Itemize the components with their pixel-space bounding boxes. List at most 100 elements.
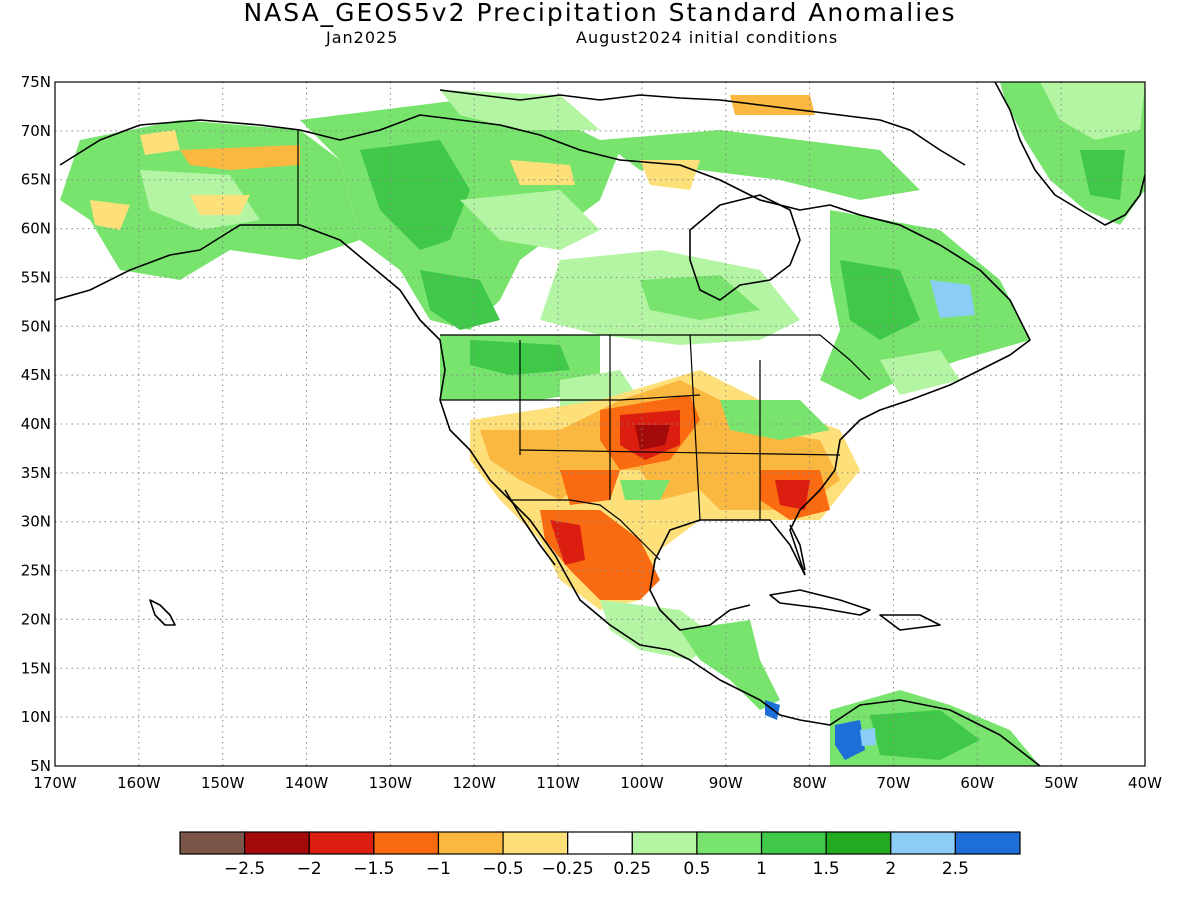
border-states-h2	[519, 449, 841, 456]
colorbar-swatch	[760, 831, 827, 855]
lat-label: 30N	[21, 513, 51, 531]
lon-label: 170W	[33, 774, 77, 792]
colorbar-swatch	[373, 831, 440, 855]
texas-orange	[560, 470, 620, 505]
colorbar-label: 2	[885, 859, 896, 879]
coast-baja	[504, 489, 556, 566]
lon-label: 160W	[117, 774, 161, 792]
coast-gulf	[649, 519, 806, 631]
colorbar-swatch	[825, 831, 892, 855]
colorbar-swatch	[502, 831, 569, 855]
maritimes-light	[880, 350, 960, 395]
colorbar-label: −1	[426, 859, 451, 879]
coast-hudson	[689, 194, 801, 301]
colorbar-swatch	[308, 831, 375, 855]
colorbar-swatch	[890, 831, 956, 855]
alaska-orange	[180, 145, 300, 170]
lat-label: 70N	[21, 122, 51, 140]
coast-cuba	[769, 589, 871, 616]
map-frame	[54, 81, 1146, 767]
canada-north-light	[460, 190, 600, 250]
forecast-month: Jan2025	[326, 28, 399, 47]
south-america-blue	[835, 720, 865, 760]
coast-hawaii	[149, 599, 176, 626]
lon-label: 40W	[1128, 774, 1162, 792]
lat-label: 25N	[21, 562, 51, 580]
colorbar-label: −0.5	[482, 859, 523, 879]
lat-label: 50N	[21, 317, 51, 335]
coast-islands	[439, 89, 966, 166]
colorbar-swatch	[567, 831, 633, 855]
colorbar-label: 0.5	[683, 859, 710, 879]
central-america-green	[680, 620, 780, 710]
colorbar-label: 1	[756, 859, 767, 879]
colorbar-swatch	[437, 831, 504, 855]
lon-label: 60W	[960, 774, 994, 792]
coast-florida	[789, 524, 806, 571]
coast-arctic	[59, 114, 1031, 576]
canada-yellow	[510, 160, 575, 185]
southeast-red	[775, 480, 810, 510]
graticule	[55, 82, 1145, 766]
colorbar-label: −0.25	[542, 859, 594, 879]
colorbar-swatch	[244, 831, 310, 855]
colorbar	[179, 831, 1021, 855]
canada-west-dark	[360, 140, 470, 250]
lat-label: 65N	[21, 171, 51, 189]
lon-label: 80W	[793, 774, 827, 792]
arctic-orange	[730, 95, 815, 115]
longitude-labels: 170W 160W 150W 140W 130W 120W 110W 100W 90W 80W 70…	[33, 774, 1162, 792]
border-states-v3	[689, 334, 701, 521]
lat-label: 45N	[21, 366, 51, 384]
mexico-red	[550, 520, 585, 565]
lon-label: 70W	[877, 774, 911, 792]
lat-label: 55N	[21, 268, 51, 286]
lat-label: 15N	[21, 659, 51, 677]
map-title: NASA_GEOS5v2 Precipitation Standard Anom…	[243, 0, 957, 27]
lat-label: 35N	[21, 464, 51, 482]
colorbar-swatch	[179, 831, 246, 855]
south-america-dark	[870, 710, 980, 760]
coast-hispaniola	[879, 614, 941, 631]
lon-label: 50W	[1044, 774, 1078, 792]
greenland-dark	[1080, 150, 1125, 200]
lon-label: 110W	[536, 774, 580, 792]
lat-label: 5N	[30, 757, 51, 775]
lat-label: 40N	[21, 415, 51, 433]
arctic-green	[600, 130, 920, 200]
bc-dark	[420, 270, 500, 330]
latitude-labels: 75N 70N 65N 60N 55N 50N 45N 40N 35N 30N 25N 20N 15N 1…	[21, 73, 51, 775]
border-states-h1	[440, 394, 701, 401]
alaska-yellow2	[90, 200, 130, 230]
lon-label: 100W	[620, 774, 664, 792]
lat-label: 60N	[21, 220, 51, 238]
yukon-yellow	[190, 195, 250, 215]
colorbar-label: 2.5	[942, 859, 969, 879]
colorbar-labels: −2.5 −2 −1.5 −1 −0.5 −0.25 0.25 0.5 1 1.5 2 2.5	[224, 859, 969, 879]
prairies-green	[640, 275, 760, 320]
lon-label: 150W	[201, 774, 245, 792]
alaska-yellow1	[140, 130, 180, 155]
colorbar-swatch	[954, 831, 1021, 855]
lon-label: 90W	[709, 774, 743, 792]
anomaly-field	[60, 82, 1145, 766]
border-canada-us	[440, 334, 871, 381]
lon-label: 140W	[285, 774, 329, 792]
colorbar-label: −1.5	[353, 859, 394, 879]
lat-label: 75N	[21, 73, 51, 91]
lon-label: 120W	[452, 774, 496, 792]
lat-label: 10N	[21, 708, 51, 726]
arctic-light	[440, 90, 600, 130]
colorbar-swatch	[631, 831, 698, 855]
colorbar-label: −2	[297, 859, 322, 879]
plains-darkred	[635, 425, 670, 450]
lon-label: 130W	[369, 774, 413, 792]
colorbar-label: 0.25	[613, 859, 651, 879]
borders	[297, 130, 871, 561]
colorbar-label: −2.5	[224, 859, 265, 879]
colorbar-label: 1.5	[813, 859, 840, 879]
texas-green	[620, 480, 670, 500]
south-america-lightblue	[860, 728, 876, 746]
border-us-mexico	[510, 499, 661, 561]
